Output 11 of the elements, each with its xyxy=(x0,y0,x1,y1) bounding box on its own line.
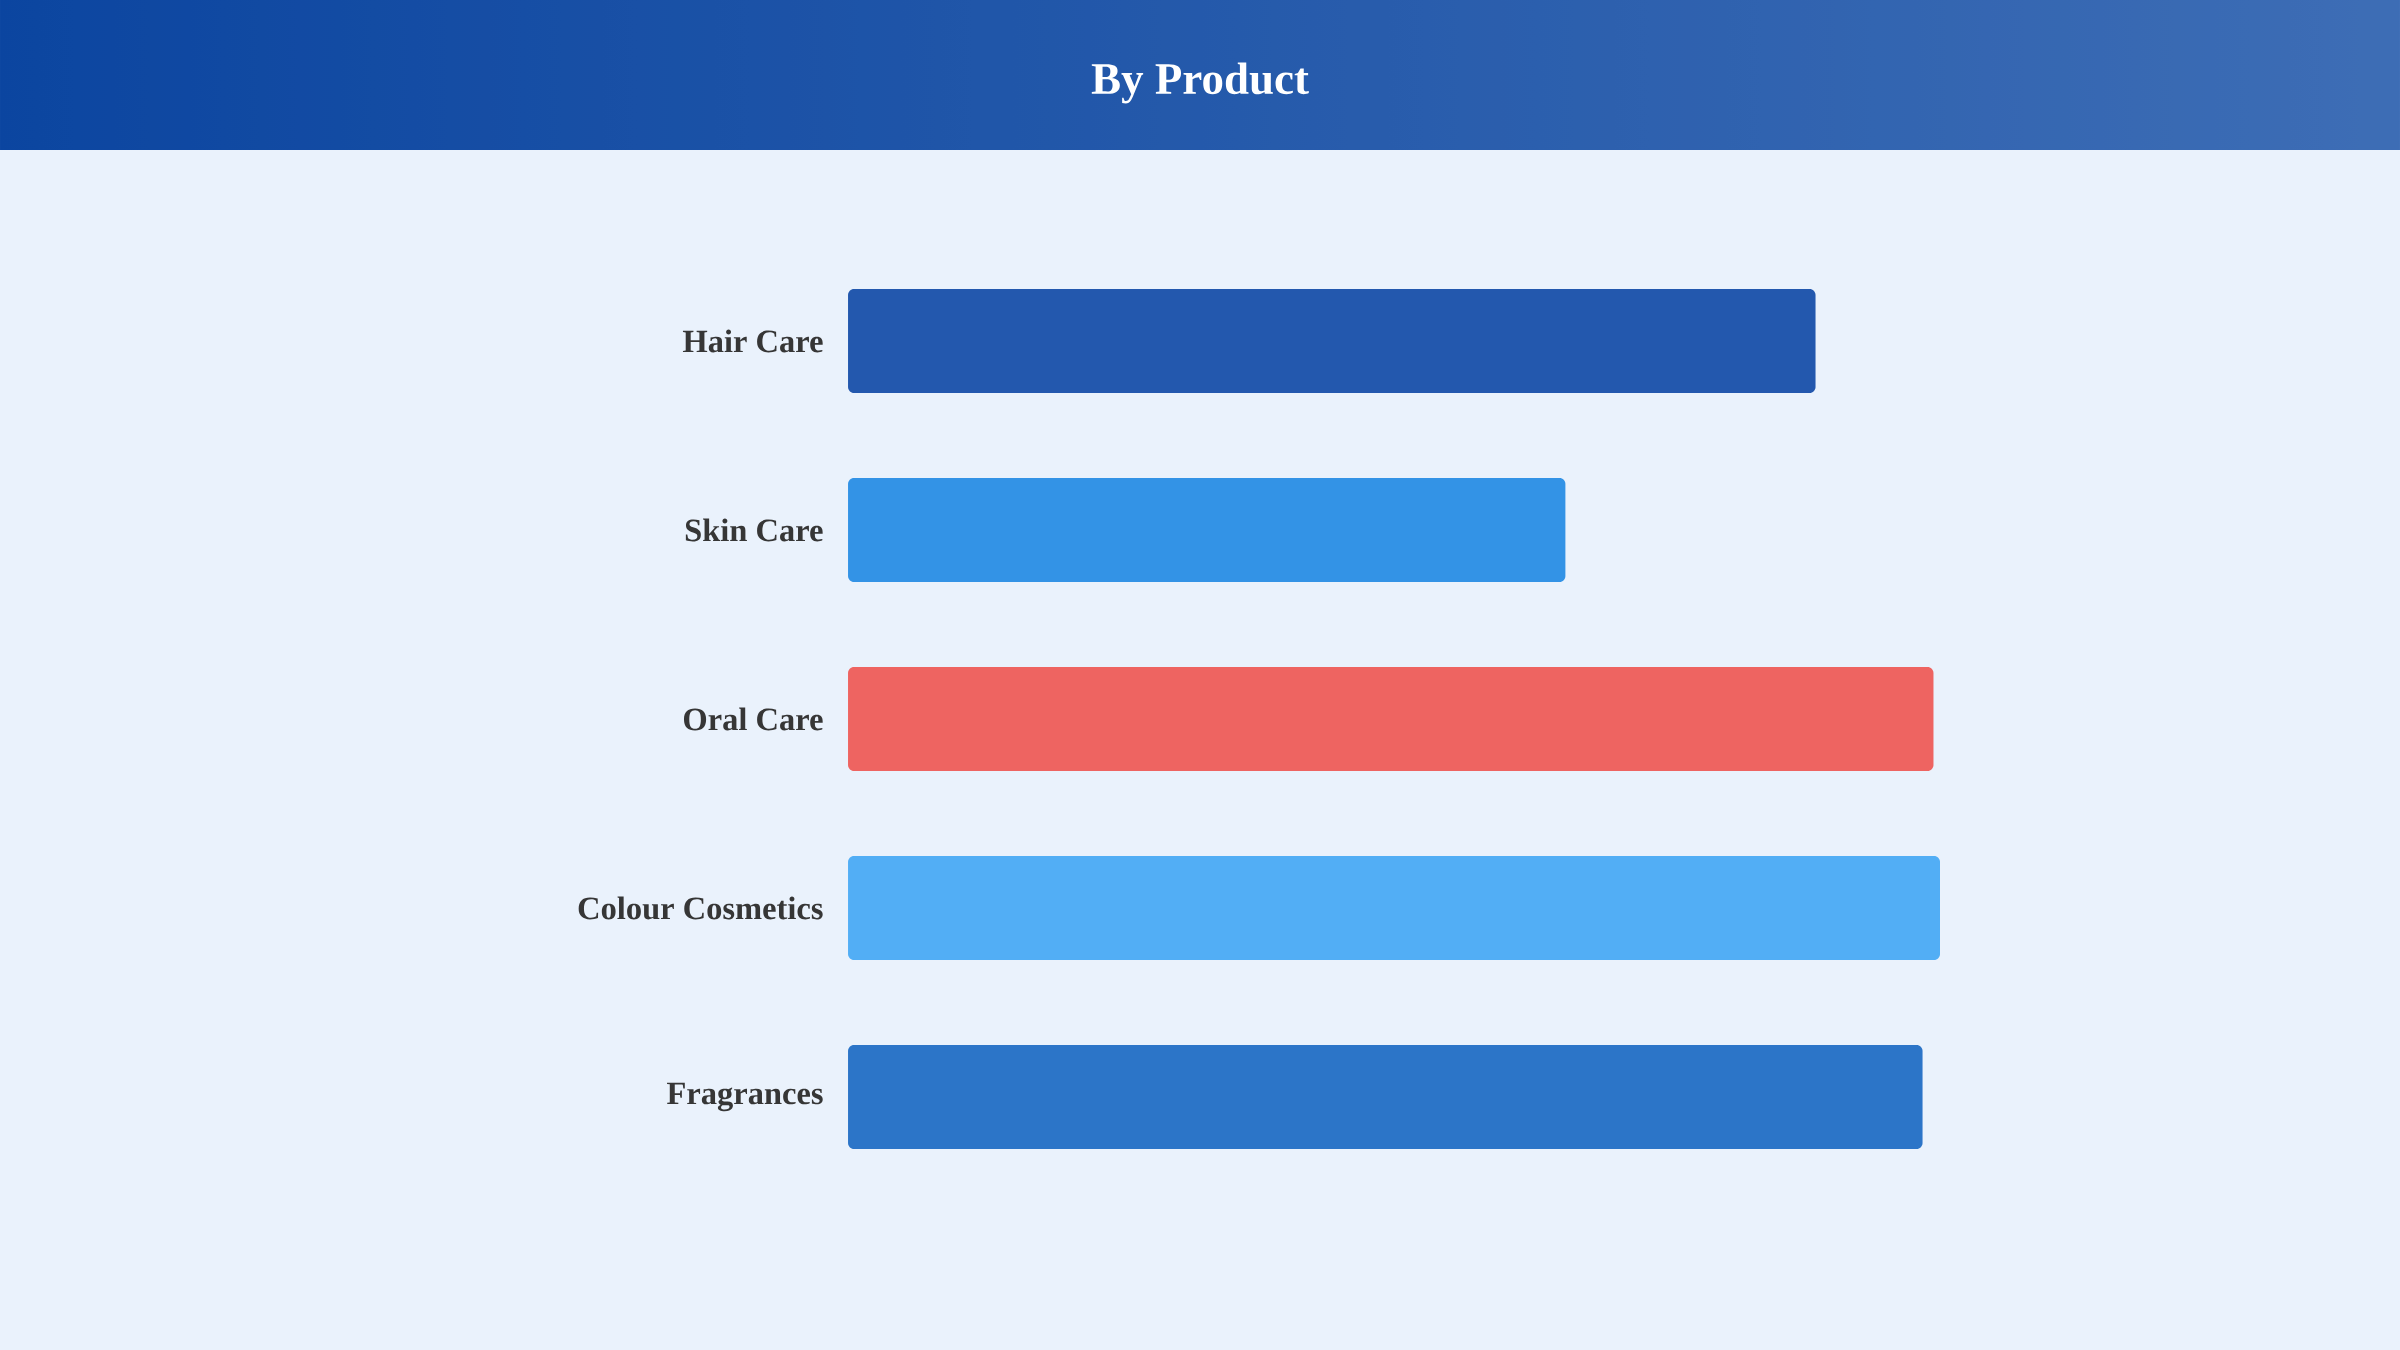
bar xyxy=(848,289,1816,393)
bar xyxy=(848,856,1941,960)
bar xyxy=(848,478,1566,582)
y-tick-label: Oral Care xyxy=(683,707,823,731)
y-tick-label: Colour Cosmetics xyxy=(578,896,823,920)
bar xyxy=(848,667,1934,771)
bar xyxy=(848,1045,1923,1149)
y-tick-label: Hair Care xyxy=(682,329,823,353)
chart-title: By Product xyxy=(1091,62,1309,104)
y-tick-label: Skin Care xyxy=(685,518,823,542)
y-tick-label: Fragrances xyxy=(667,1082,823,1112)
